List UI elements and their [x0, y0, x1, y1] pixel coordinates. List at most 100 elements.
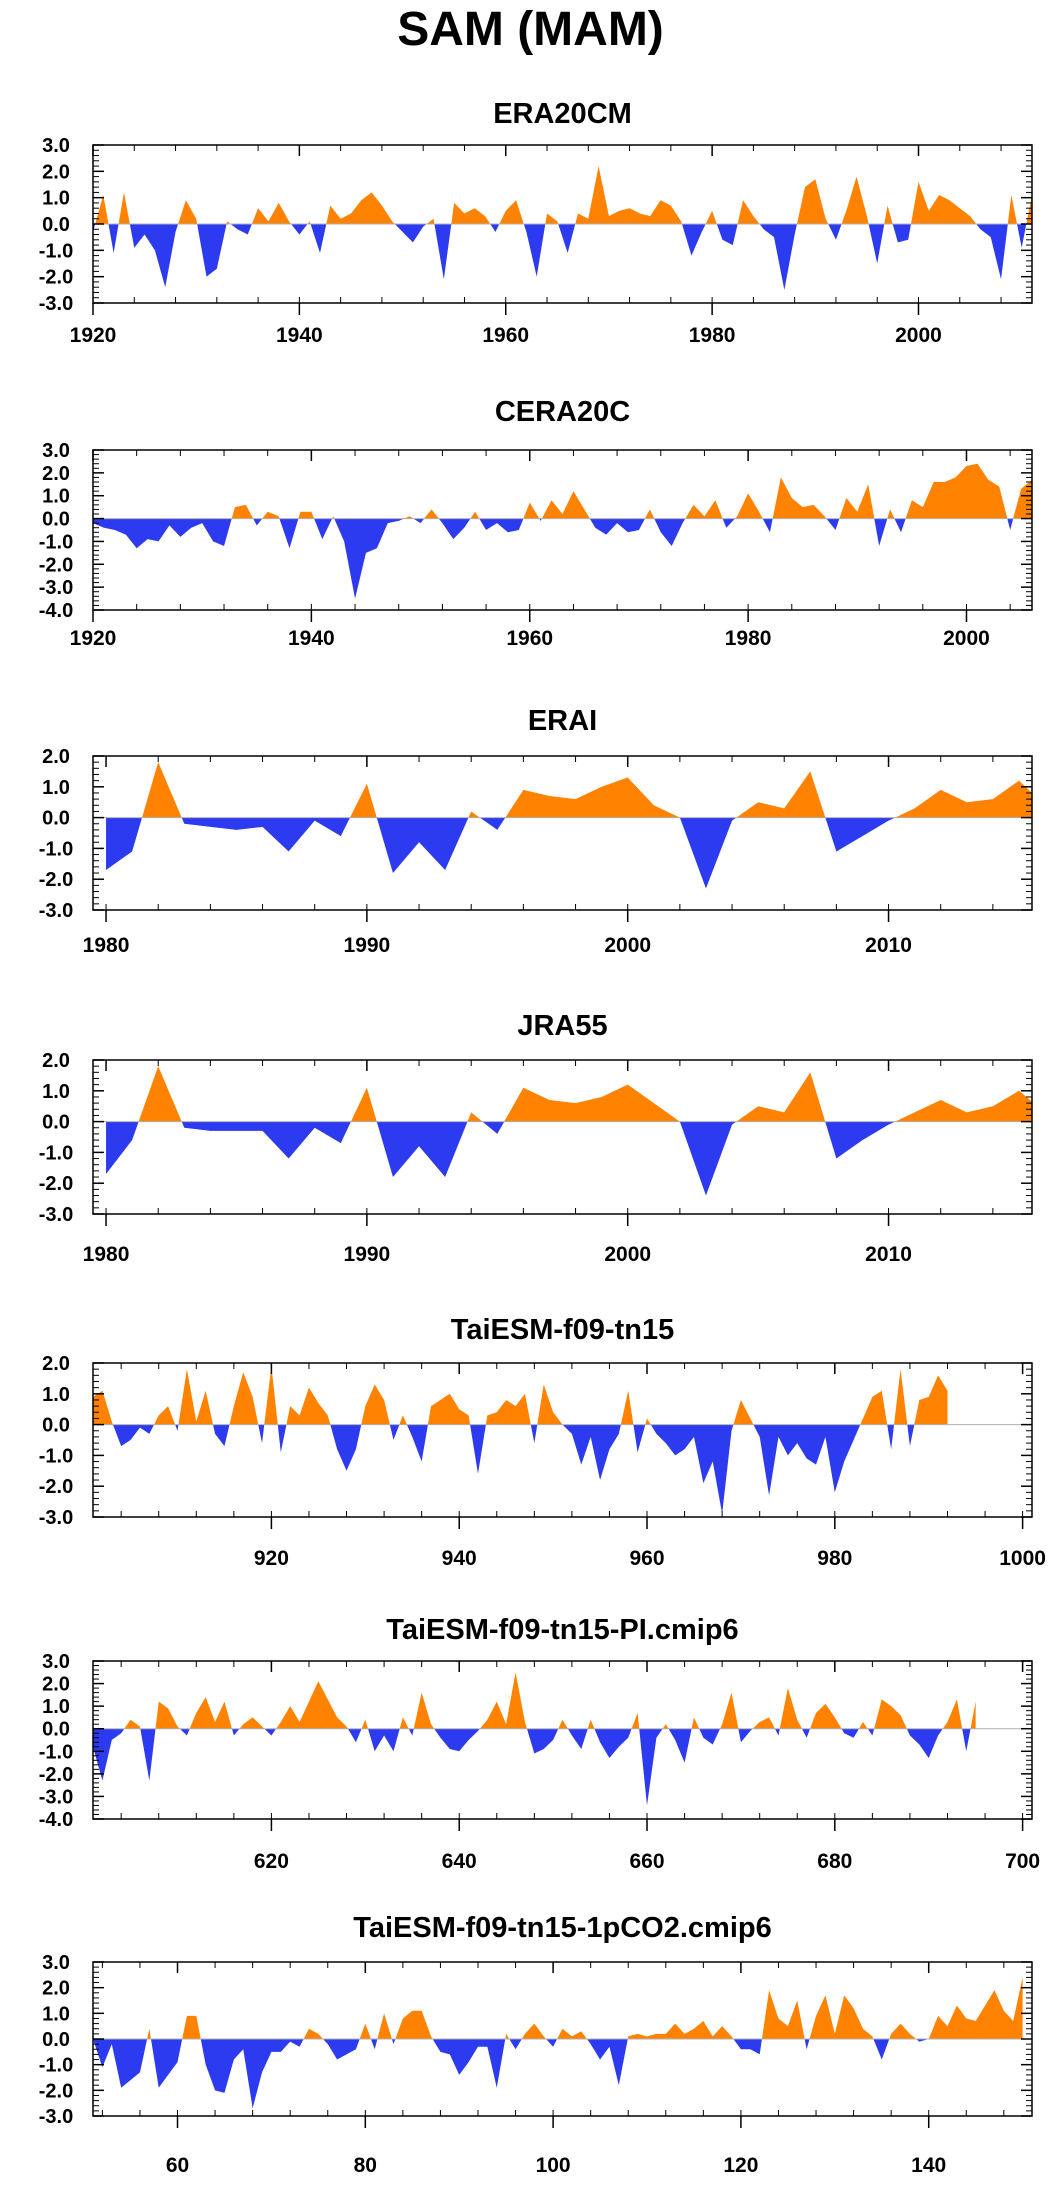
chart-title: TaiESM-f09-tn15-PI.cmip6 [386, 1614, 738, 1646]
xtick-label: 2010 [865, 934, 912, 957]
xtick-label: 2010 [865, 1243, 912, 1266]
positive-area [142, 762, 1032, 818]
ytick-label: -3.0 [39, 2106, 73, 2128]
xtick-label: 1920 [70, 627, 117, 650]
ytick-label: -1.0 [39, 1741, 73, 1763]
chart-cera20c: CERA20C 3.02.01.00.0-1.0-2.0-3.0-4.0 1920 1… [39, 396, 1033, 650]
ytick-label: -3.0 [39, 293, 73, 315]
xtick-label: 920 [254, 1547, 289, 1570]
ytick-label: 3.0 [42, 440, 70, 462]
xtick-label: 2000 [604, 1243, 651, 1266]
ytick-label: -3.0 [39, 900, 73, 922]
chart-panel-taiesm: TaiESM-f09-tn15 2.0 1.0 0.0 -1.0 -2.0 -3.0 920 9… [0, 1306, 1061, 1606]
chart-taiesm-pi: TaiESM-f09-tn15-PI.cmip6 3.02.01.00.0-1.0… [39, 1614, 1040, 1873]
ytick-label: -2.0 [39, 869, 73, 891]
ytick-label: 1.0 [42, 1384, 70, 1406]
ytick-label: -1.0 [39, 2055, 73, 2077]
ytick-label: -2.0 [39, 1476, 73, 1498]
ytick-label: -1.0 [39, 240, 73, 262]
xtick-label: 620 [254, 1850, 289, 1873]
xtick-label: 1980 [725, 627, 772, 650]
chart-era20cm: ERA20CM 3.0 2.0 1.0 0.0 -1.0 -2.0 -3.0 1920 1940 1… [39, 98, 1033, 347]
ytick-label: 1.0 [42, 2003, 70, 2025]
negative-area [93, 224, 1032, 290]
ytick-label: 1.0 [42, 777, 70, 799]
ytick-label: 0.0 [42, 1415, 70, 1437]
chart-title: ERA20CM [493, 98, 632, 130]
plot-frame [92, 755, 1033, 911]
ytick-label: -2.0 [39, 267, 73, 289]
ytick-label: 2.0 [42, 746, 70, 768]
negative-area [106, 817, 1032, 889]
chart-title: TaiESM-f09-tn15-1pCO2.cmip6 [353, 1912, 771, 1944]
xtick-label: 2000 [943, 627, 990, 650]
chart-panel-jra55: JRA55 2.0 1.0 0.0 -1.0 -2.0 -3.0 1980 1990 2000 20… [0, 1000, 1061, 1300]
chart-title: ERAI [528, 705, 597, 737]
chart-title: JRA55 [517, 1010, 607, 1042]
ytick-label: -3.0 [39, 1786, 73, 1808]
negative-area [93, 2039, 1023, 2109]
xtick-label: 660 [629, 1850, 664, 1873]
xtick-label: 680 [817, 1850, 852, 1873]
ytick-label: 2.0 [42, 1674, 70, 1696]
ytick-label: 0.0 [42, 509, 70, 531]
xtick-label: 700 [1005, 1850, 1040, 1873]
ytick-label: -2.0 [39, 2080, 73, 2102]
plot-frame [92, 1362, 1033, 1518]
xtick-label: 2000 [895, 324, 942, 347]
ytick-label: 1.0 [42, 188, 70, 210]
ytick-label: -2.0 [39, 1173, 73, 1195]
ytick-label: 2.0 [42, 1978, 70, 2000]
chart-panel-cera20c: CERA20C 3.0 2.0 1.0 0.0 -1.0 -2.0 -3.0 -4.0 1920 1… [0, 393, 1061, 653]
xtick-label: 2000 [604, 934, 651, 957]
ytick-label: 1.0 [42, 1696, 70, 1718]
plot-frame [92, 1059, 1033, 1215]
ytick-label: 2.0 [42, 1353, 70, 1375]
ytick-label: 3.0 [42, 1952, 70, 1974]
xtick-label: 1980 [83, 1243, 130, 1266]
ytick-label: -1.0 [39, 838, 73, 860]
xtick-label: 960 [629, 1547, 664, 1570]
ytick-label: 0.0 [42, 808, 70, 830]
negative-area [93, 1424, 948, 1514]
ytick-label: -2.0 [39, 554, 73, 576]
xtick-label: 1960 [482, 324, 529, 347]
ytick-label: 1.0 [42, 486, 70, 508]
chart-taiesm: TaiESM-f09-tn15 2.0 1.0 0.0 -1.0 -2.0 -3.0 920 9… [39, 1314, 1046, 1570]
ytick-label: -1.0 [39, 1445, 73, 1467]
xtick-label: 60 [166, 2154, 189, 2177]
chart-panel-taiesm-1pco2: TaiESM-f09-tn15-1pCO2.cmip6 3.0 2.0 1.0 0.0 -… [0, 1906, 1061, 2191]
chart-erai: ERAI 2.0 1.0 0.0 -1.0 -2.0 -3.0 1980 1990 2000 201… [39, 705, 1033, 957]
plot-frame [92, 449, 1033, 611]
page-title: SAM (MAM) [397, 3, 664, 56]
chart-jra55: JRA55 2.0 1.0 0.0 -1.0 -2.0 -3.0 1980 1990 2000 20… [39, 1010, 1033, 1266]
ytick-label: 0.0 [42, 1112, 70, 1134]
chart-panel-erai: ERAI 2.0 1.0 0.0 -1.0 -2.0 -3.0 1980 1990 2000 201… [0, 695, 1061, 995]
positive-area [138, 1066, 1032, 1122]
chart-title: TaiESM-f09-tn15 [451, 1314, 674, 1346]
xtick-label: 1000 [999, 1547, 1046, 1570]
ytick-label: -3.0 [39, 577, 73, 599]
xtick-label: 120 [723, 2154, 758, 2177]
ytick-label: 1.0 [42, 1081, 70, 1103]
ytick-label: -4.0 [39, 1809, 73, 1831]
xtick-label: 1980 [689, 324, 736, 347]
xtick-label: 1940 [288, 627, 335, 650]
negative-area [93, 1728, 971, 1806]
ytick-label: -4.0 [39, 600, 73, 622]
ytick-label: -3.0 [39, 1204, 73, 1226]
ytick-label: -2.0 [39, 1764, 73, 1786]
xtick-label: 140 [911, 2154, 946, 2177]
ytick-label: 3.0 [42, 135, 70, 157]
xtick-label: 1940 [276, 324, 323, 347]
xtick-label: 1980 [83, 934, 130, 957]
ytick-label: 2.0 [42, 463, 70, 485]
chart-panel-taiesm-pi: TaiESM-f09-tn15-PI.cmip6 3.0 2.0 1.0 0.0 -1.0… [0, 1606, 1061, 1906]
ytick-label: 2.0 [42, 1050, 70, 1072]
negative-area [106, 1121, 1032, 1196]
ytick-label: -3.0 [39, 1507, 73, 1529]
ytick-label: -1.0 [39, 531, 73, 553]
chart-panel-era20cm: ERA20CM 3.0 2.0 1.0 0.0 -1.0 -2.0 -3.0 1920 1940 1… [0, 90, 1061, 350]
plot-frame [92, 1660, 1033, 1820]
chart-taiesm-1pco2: TaiESM-f09-tn15-1pCO2.cmip6 3.0 2.0 1.0 0.0 -… [39, 1912, 1033, 2177]
